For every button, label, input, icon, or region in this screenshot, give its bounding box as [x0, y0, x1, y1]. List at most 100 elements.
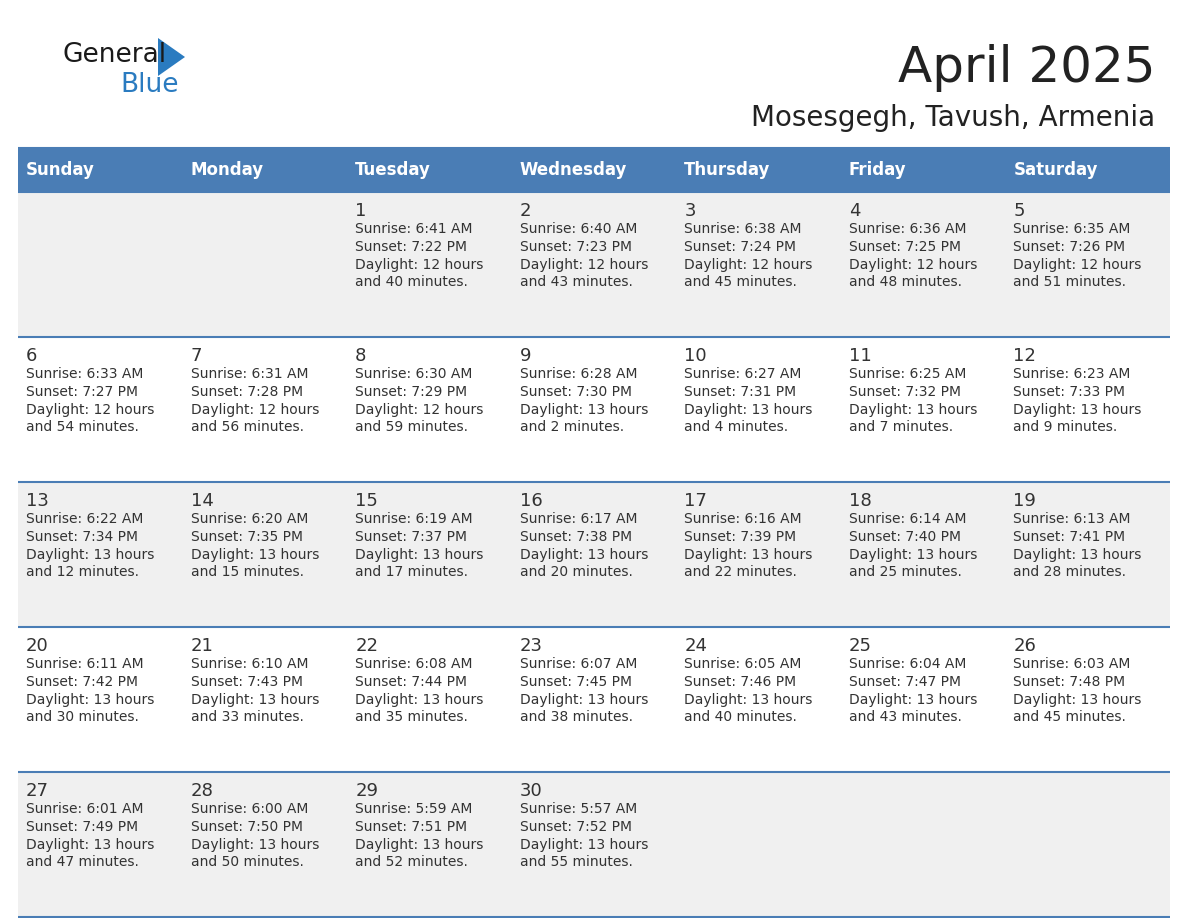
Text: Sunset: 7:27 PM: Sunset: 7:27 PM: [26, 385, 138, 399]
Text: Daylight: 13 hours: Daylight: 13 hours: [26, 548, 154, 562]
Text: Sunset: 7:26 PM: Sunset: 7:26 PM: [1013, 240, 1125, 254]
Text: 26: 26: [1013, 637, 1036, 655]
Text: and 45 minutes.: and 45 minutes.: [684, 275, 797, 289]
Text: Sunset: 7:32 PM: Sunset: 7:32 PM: [849, 385, 961, 399]
Bar: [676, 627, 841, 772]
Text: Daylight: 13 hours: Daylight: 13 hours: [849, 548, 978, 562]
Text: April 2025: April 2025: [897, 44, 1155, 92]
Bar: [18, 148, 183, 192]
Text: Sunrise: 6:25 AM: Sunrise: 6:25 AM: [849, 367, 966, 381]
Text: Daylight: 12 hours: Daylight: 12 hours: [684, 258, 813, 272]
Text: Daylight: 13 hours: Daylight: 13 hours: [519, 693, 649, 707]
Text: Sunrise: 6:30 AM: Sunrise: 6:30 AM: [355, 367, 473, 381]
Text: Sunrise: 6:31 AM: Sunrise: 6:31 AM: [190, 367, 308, 381]
Text: Sunset: 7:35 PM: Sunset: 7:35 PM: [190, 530, 303, 544]
Text: Daylight: 13 hours: Daylight: 13 hours: [26, 838, 154, 852]
Text: Tuesday: Tuesday: [355, 161, 431, 179]
Text: Sunrise: 6:19 AM: Sunrise: 6:19 AM: [355, 512, 473, 526]
Text: Sunset: 7:29 PM: Sunset: 7:29 PM: [355, 385, 467, 399]
Text: and 56 minutes.: and 56 minutes.: [190, 420, 304, 434]
Bar: [183, 627, 347, 772]
Text: Sunset: 7:31 PM: Sunset: 7:31 PM: [684, 385, 796, 399]
Bar: [18, 337, 183, 482]
Text: and 7 minutes.: and 7 minutes.: [849, 420, 953, 434]
Text: Sunrise: 6:40 AM: Sunrise: 6:40 AM: [519, 222, 637, 236]
Text: Sunrise: 6:38 AM: Sunrise: 6:38 AM: [684, 222, 802, 236]
Text: Wednesday: Wednesday: [519, 161, 627, 179]
Bar: [676, 148, 841, 192]
Text: Sunset: 7:46 PM: Sunset: 7:46 PM: [684, 675, 796, 689]
Text: 27: 27: [26, 782, 49, 800]
Text: Sunset: 7:25 PM: Sunset: 7:25 PM: [849, 240, 961, 254]
Bar: [18, 627, 183, 772]
Text: Daylight: 12 hours: Daylight: 12 hours: [519, 258, 649, 272]
Text: Daylight: 12 hours: Daylight: 12 hours: [190, 403, 318, 417]
Bar: [841, 192, 1005, 337]
Text: Daylight: 13 hours: Daylight: 13 hours: [190, 548, 318, 562]
Text: 6: 6: [26, 347, 37, 365]
Text: Daylight: 12 hours: Daylight: 12 hours: [355, 258, 484, 272]
Text: 23: 23: [519, 637, 543, 655]
Text: Sunrise: 6:07 AM: Sunrise: 6:07 AM: [519, 657, 637, 671]
Text: Sunrise: 6:17 AM: Sunrise: 6:17 AM: [519, 512, 637, 526]
Text: Sunrise: 6:08 AM: Sunrise: 6:08 AM: [355, 657, 473, 671]
Bar: [1005, 337, 1170, 482]
Text: and 45 minutes.: and 45 minutes.: [1013, 710, 1126, 724]
Bar: [18, 482, 183, 627]
Text: 16: 16: [519, 492, 543, 510]
Text: 11: 11: [849, 347, 872, 365]
Text: General: General: [62, 42, 166, 68]
Text: Sunset: 7:24 PM: Sunset: 7:24 PM: [684, 240, 796, 254]
Text: Sunrise: 6:27 AM: Sunrise: 6:27 AM: [684, 367, 802, 381]
Text: 14: 14: [190, 492, 214, 510]
Text: 28: 28: [190, 782, 214, 800]
Text: and 54 minutes.: and 54 minutes.: [26, 420, 139, 434]
Text: Sunset: 7:43 PM: Sunset: 7:43 PM: [190, 675, 303, 689]
Text: 7: 7: [190, 347, 202, 365]
Text: Sunset: 7:38 PM: Sunset: 7:38 PM: [519, 530, 632, 544]
Text: Daylight: 13 hours: Daylight: 13 hours: [684, 548, 813, 562]
Text: Sunday: Sunday: [26, 161, 95, 179]
Text: Sunset: 7:30 PM: Sunset: 7:30 PM: [519, 385, 632, 399]
Text: and 35 minutes.: and 35 minutes.: [355, 710, 468, 724]
Text: 12: 12: [1013, 347, 1036, 365]
Text: Sunrise: 6:11 AM: Sunrise: 6:11 AM: [26, 657, 144, 671]
Text: and 17 minutes.: and 17 minutes.: [355, 565, 468, 579]
Text: 22: 22: [355, 637, 378, 655]
Text: Sunset: 7:44 PM: Sunset: 7:44 PM: [355, 675, 467, 689]
Text: 24: 24: [684, 637, 707, 655]
Text: and 25 minutes.: and 25 minutes.: [849, 565, 962, 579]
Text: and 4 minutes.: and 4 minutes.: [684, 420, 789, 434]
Text: and 43 minutes.: and 43 minutes.: [519, 275, 632, 289]
Text: Daylight: 13 hours: Daylight: 13 hours: [1013, 403, 1142, 417]
Bar: [512, 482, 676, 627]
Text: and 33 minutes.: and 33 minutes.: [190, 710, 303, 724]
Text: Daylight: 13 hours: Daylight: 13 hours: [519, 403, 649, 417]
Text: Daylight: 13 hours: Daylight: 13 hours: [849, 693, 978, 707]
Bar: [347, 772, 512, 917]
Text: Sunrise: 6:16 AM: Sunrise: 6:16 AM: [684, 512, 802, 526]
Bar: [676, 482, 841, 627]
Bar: [183, 148, 347, 192]
Bar: [841, 337, 1005, 482]
Text: 25: 25: [849, 637, 872, 655]
Text: Daylight: 13 hours: Daylight: 13 hours: [519, 548, 649, 562]
Text: Daylight: 13 hours: Daylight: 13 hours: [1013, 548, 1142, 562]
Text: Daylight: 13 hours: Daylight: 13 hours: [26, 693, 154, 707]
Text: Sunset: 7:52 PM: Sunset: 7:52 PM: [519, 820, 632, 834]
Text: and 50 minutes.: and 50 minutes.: [190, 855, 303, 869]
Text: 19: 19: [1013, 492, 1036, 510]
Text: Sunrise: 6:35 AM: Sunrise: 6:35 AM: [1013, 222, 1131, 236]
Text: and 52 minutes.: and 52 minutes.: [355, 855, 468, 869]
Text: Daylight: 13 hours: Daylight: 13 hours: [519, 838, 649, 852]
Text: 8: 8: [355, 347, 367, 365]
Bar: [512, 148, 676, 192]
Bar: [512, 337, 676, 482]
Bar: [183, 192, 347, 337]
Text: Daylight: 12 hours: Daylight: 12 hours: [26, 403, 154, 417]
Text: Daylight: 13 hours: Daylight: 13 hours: [684, 693, 813, 707]
Text: Sunrise: 6:41 AM: Sunrise: 6:41 AM: [355, 222, 473, 236]
Text: Sunrise: 5:57 AM: Sunrise: 5:57 AM: [519, 802, 637, 816]
Text: Thursday: Thursday: [684, 161, 771, 179]
Text: Sunset: 7:50 PM: Sunset: 7:50 PM: [190, 820, 303, 834]
